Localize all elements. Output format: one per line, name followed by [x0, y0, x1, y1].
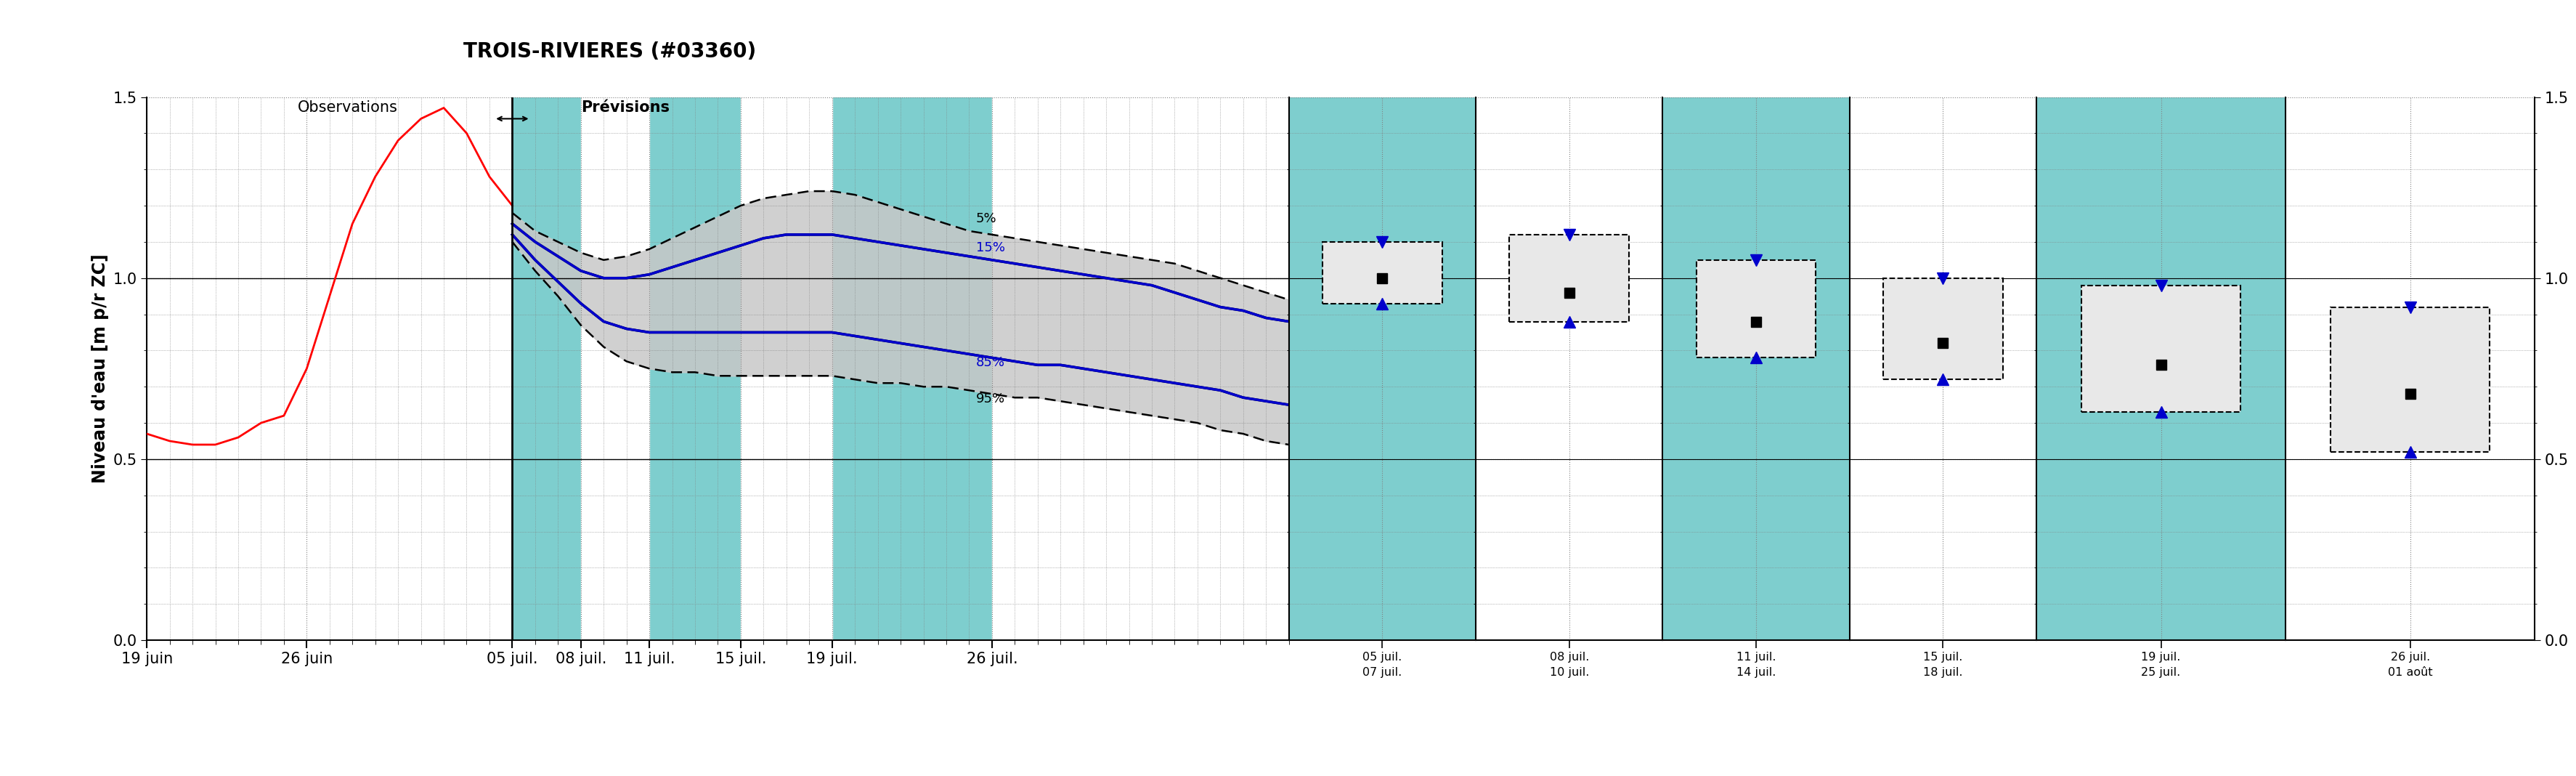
Bar [1883, 278, 2002, 379]
Bar [992, 97, 1288, 640]
Text: 15%: 15% [976, 241, 1005, 255]
Bar [2331, 307, 2491, 452]
Text: Observations: Observations [299, 101, 399, 115]
Y-axis label: Niveau d'eau [m p/r ZC]: Niveau d'eau [m p/r ZC] [93, 254, 108, 483]
Text: TROIS-RIVIERES (#03360): TROIS-RIVIERES (#03360) [464, 42, 757, 62]
Text: 5%: 5% [976, 213, 997, 226]
Bar [513, 97, 1288, 640]
Text: 85%: 85% [976, 356, 1005, 369]
Bar [742, 97, 832, 640]
Text: Prévisions: Prévisions [580, 101, 670, 115]
Bar [1510, 234, 1628, 321]
Bar [580, 97, 649, 640]
Bar [1698, 260, 1816, 358]
Bar [1321, 242, 1443, 303]
Text: 95%: 95% [976, 392, 1005, 405]
Bar [2081, 286, 2241, 412]
